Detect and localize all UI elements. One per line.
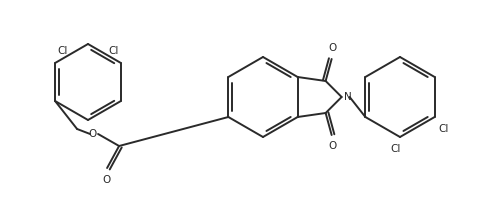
Text: Cl: Cl [108,46,119,56]
Text: O: O [88,129,96,139]
Text: Cl: Cl [57,46,67,56]
Text: Cl: Cl [439,124,449,134]
Text: N: N [344,92,351,102]
Text: Cl: Cl [391,144,401,154]
Text: O: O [102,175,110,185]
Text: O: O [329,141,337,151]
Text: O: O [329,43,337,53]
